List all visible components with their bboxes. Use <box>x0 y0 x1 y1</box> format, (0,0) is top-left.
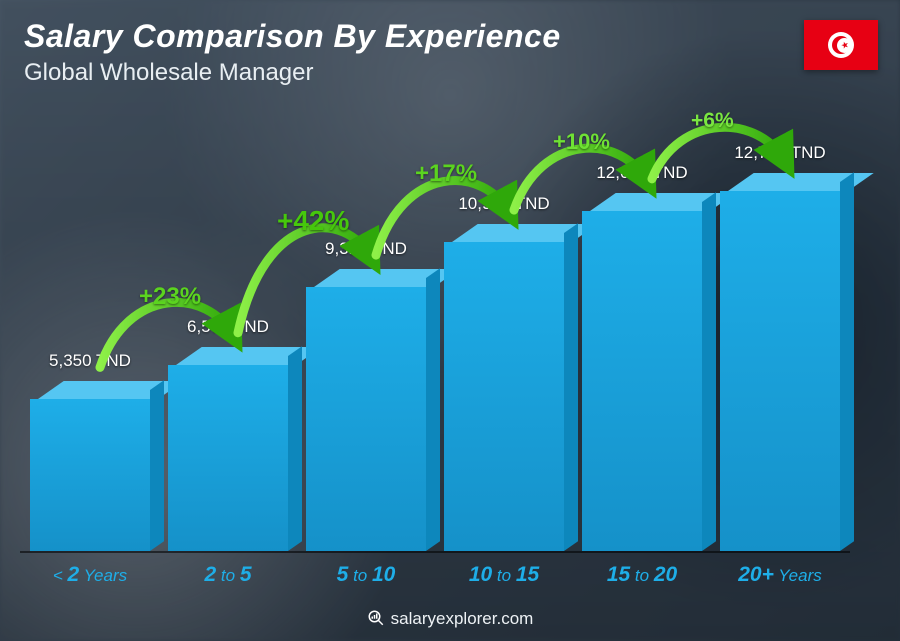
increment-label: +42% <box>277 205 349 237</box>
x-axis-label: 10 to 15 <box>442 563 566 587</box>
footer-text: salaryexplorer.com <box>391 609 534 628</box>
x-axis-label: 2 to 5 <box>166 563 290 587</box>
x-axis-label: < 2 Years <box>28 563 152 587</box>
increment-label: +10% <box>553 129 610 155</box>
x-axis-label: 20+ Years <box>718 563 842 587</box>
increment-arc <box>100 302 234 367</box>
footer: salaryexplorer.com <box>0 609 900 629</box>
header: Salary Comparison By Experience Global W… <box>24 18 561 87</box>
increment-arc <box>652 127 786 179</box>
increment-label: +23% <box>139 283 201 311</box>
bar-side-face <box>840 172 854 551</box>
increment-arc <box>514 148 648 210</box>
page-title: Salary Comparison By Experience <box>24 18 561 55</box>
chart-area: 5,350 TND6,570 TND9,310 TND10,900 TND12,… <box>28 100 842 551</box>
increment-label: +17% <box>415 160 477 188</box>
increment-arc <box>376 181 510 256</box>
flag-circle: ★ <box>828 32 854 58</box>
country-flag-tunisia: ★ <box>804 20 878 70</box>
increment-label: +6% <box>691 109 734 133</box>
x-axis: < 2 Years 2 to 5 5 to 10 10 to 15 15 to 20 20… <box>28 563 842 587</box>
page-subtitle: Global Wholesale Manager <box>24 59 561 87</box>
magnifier-chart-icon <box>367 609 385 627</box>
x-axis-label: 15 to 20 <box>580 563 704 587</box>
x-axis-label: 5 to 10 <box>304 563 428 587</box>
chart-baseline <box>20 551 850 553</box>
increment-arc <box>238 228 372 333</box>
